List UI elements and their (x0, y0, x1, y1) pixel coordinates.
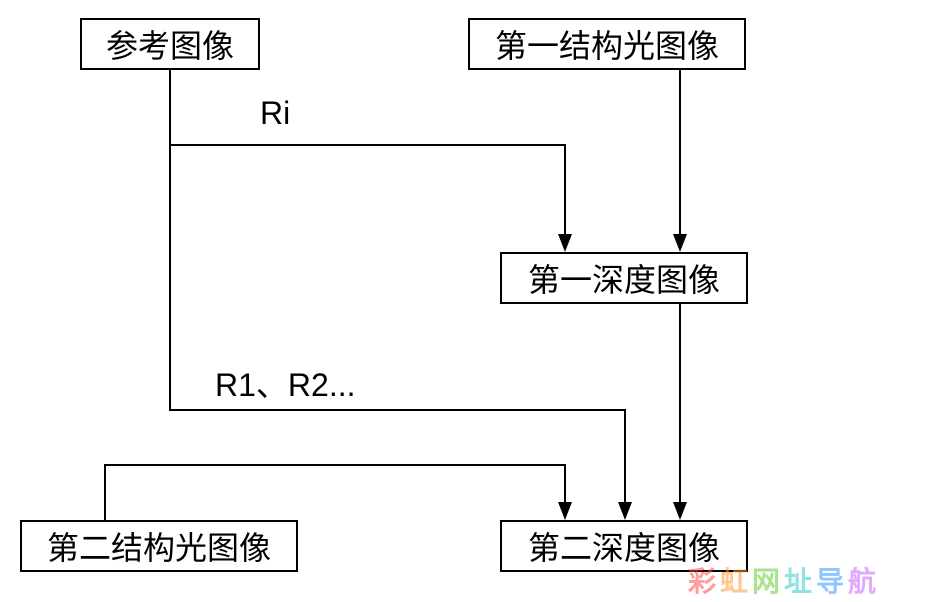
watermark-char: 网 (752, 560, 782, 600)
arrowhead-sl1-to-depth1 (673, 234, 687, 252)
arrowhead-depth1-to-depth2 (673, 502, 687, 520)
watermark-char: 址 (784, 560, 814, 600)
edge-sl2-to-depth2 (105, 465, 565, 520)
node-first-depth-image: 第一深度图像 (500, 252, 748, 304)
node-second-structured-light: 第二结构光图像 (20, 520, 298, 572)
node-first-structured-light: 第一结构光图像 (468, 18, 746, 70)
watermark-char: 彩 (688, 560, 718, 600)
arrowhead-sl2-to-depth2 (558, 502, 572, 520)
arrowhead-ref-to-depth2-r (618, 502, 632, 520)
watermark-char: 导 (816, 560, 846, 600)
edges-layer (0, 0, 945, 602)
node-ref-image: 参考图像 (80, 18, 260, 70)
edge-label-r1r2: R1、R2... (215, 360, 356, 406)
edge-ref-to-depth1 (170, 70, 565, 234)
arrowhead-ref-to-depth1 (558, 234, 572, 252)
watermark-char: 虹 (720, 560, 750, 600)
edge-label-ri: Ri (260, 95, 290, 132)
watermark-char: 航 (848, 560, 878, 600)
